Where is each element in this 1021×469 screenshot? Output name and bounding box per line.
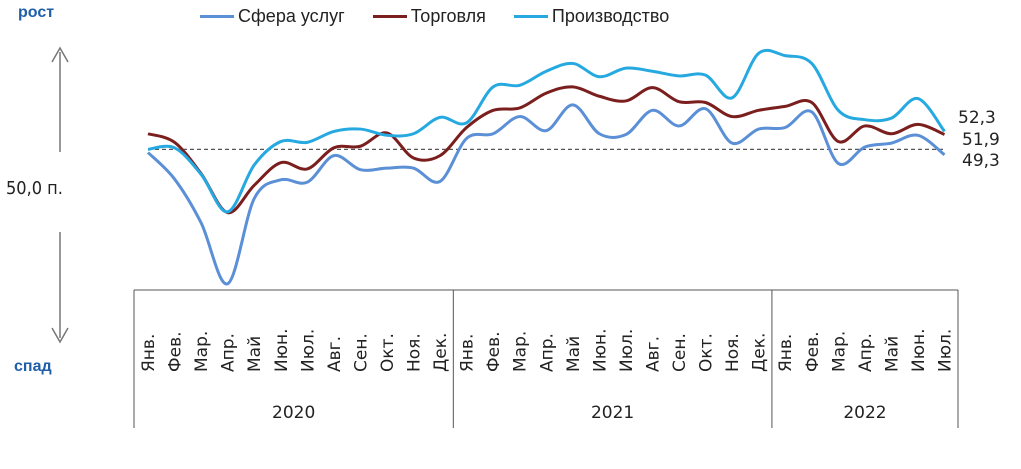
month-tick-label: Мар. [511, 331, 531, 372]
year-label-2021: 2021 [591, 403, 634, 423]
legend-label-trade: Торговля [410, 6, 486, 26]
year-labels: 2020 2021 2022 [272, 403, 887, 423]
end-label-services: 49,3 [962, 151, 1000, 171]
month-tick-label: Ноя. [405, 333, 425, 372]
x-axis-frame [133, 289, 959, 428]
month-tick-label: Июл. [298, 329, 318, 372]
month-tick-label: Авг. [325, 336, 345, 372]
month-tick-label: Апр. [537, 333, 557, 372]
legend-label-manufacturing: Производство [551, 6, 670, 26]
series-line-manufacturing [147, 48, 946, 214]
month-tick-label: Фев. [803, 331, 823, 372]
month-tick-label: Сен. [670, 333, 690, 372]
legend-swatch-manufacturing [513, 15, 548, 18]
month-tick-label: Фев. [484, 331, 504, 372]
month-tick-label: Янв. [776, 334, 796, 372]
month-tick-label: Май [245, 336, 265, 372]
reference-level-label: 50,0 п. [6, 178, 63, 199]
end-label-manufacturing: 52,3 [958, 108, 996, 128]
growth-label: рост [18, 4, 55, 21]
month-tick-label: Фев. [166, 331, 186, 372]
series-line-services [146, 103, 946, 286]
month-labels: Янв. Фев. Мар. Апр. Май Июн. Июл. Авг. Сен. Окт. Н… [139, 328, 956, 372]
month-tick-label: Июл. [617, 329, 637, 372]
month-tick-label: Мар. [829, 331, 849, 372]
year-label-2020: 2020 [272, 403, 315, 423]
month-tick-label: Авг. [643, 336, 663, 372]
legend-item-services: Сфера услуг [200, 6, 345, 27]
legend-swatch-trade [372, 15, 407, 18]
legend: Сфера услуг Торговля Производство [200, 6, 697, 27]
month-tick-label: Июн. [909, 328, 929, 372]
month-tick-label: Окт. [378, 333, 398, 372]
month-tick-label: Апр. [219, 333, 239, 372]
month-tick-label: Май [882, 336, 902, 372]
month-tick-label: Июн. [272, 328, 292, 372]
month-tick-label: Окт. [697, 333, 717, 372]
month-tick-label: Апр. [856, 333, 876, 372]
month-tick-label: Май [564, 336, 584, 372]
month-tick-label: Мар. [192, 331, 212, 372]
series-line-trade [147, 85, 946, 215]
down-arrow-head [51, 327, 69, 344]
month-tick-label: Дек. [431, 333, 451, 372]
decline-label: спад [14, 358, 52, 375]
legend-label-services: Сфера услуг [238, 6, 345, 26]
month-tick-label: Янв. [458, 334, 478, 372]
month-tick-label: Июн. [590, 328, 610, 372]
legend-item-trade: Торговля [372, 6, 486, 27]
month-tick-label: Ноя. [723, 333, 743, 372]
month-tick-label: Сен. [351, 333, 371, 372]
year-label-2022: 2022 [843, 403, 886, 423]
month-tick-label: Янв. [139, 334, 159, 372]
series-layer [146, 48, 946, 286]
end-label-trade: 51,9 [962, 130, 1000, 150]
legend-swatch-services [200, 15, 234, 18]
month-tick-label: Дек. [750, 333, 770, 372]
month-tick-label: Июл. [936, 329, 956, 372]
legend-item-manufacturing: Производство [513, 6, 670, 27]
up-arrow-head [51, 46, 69, 63]
